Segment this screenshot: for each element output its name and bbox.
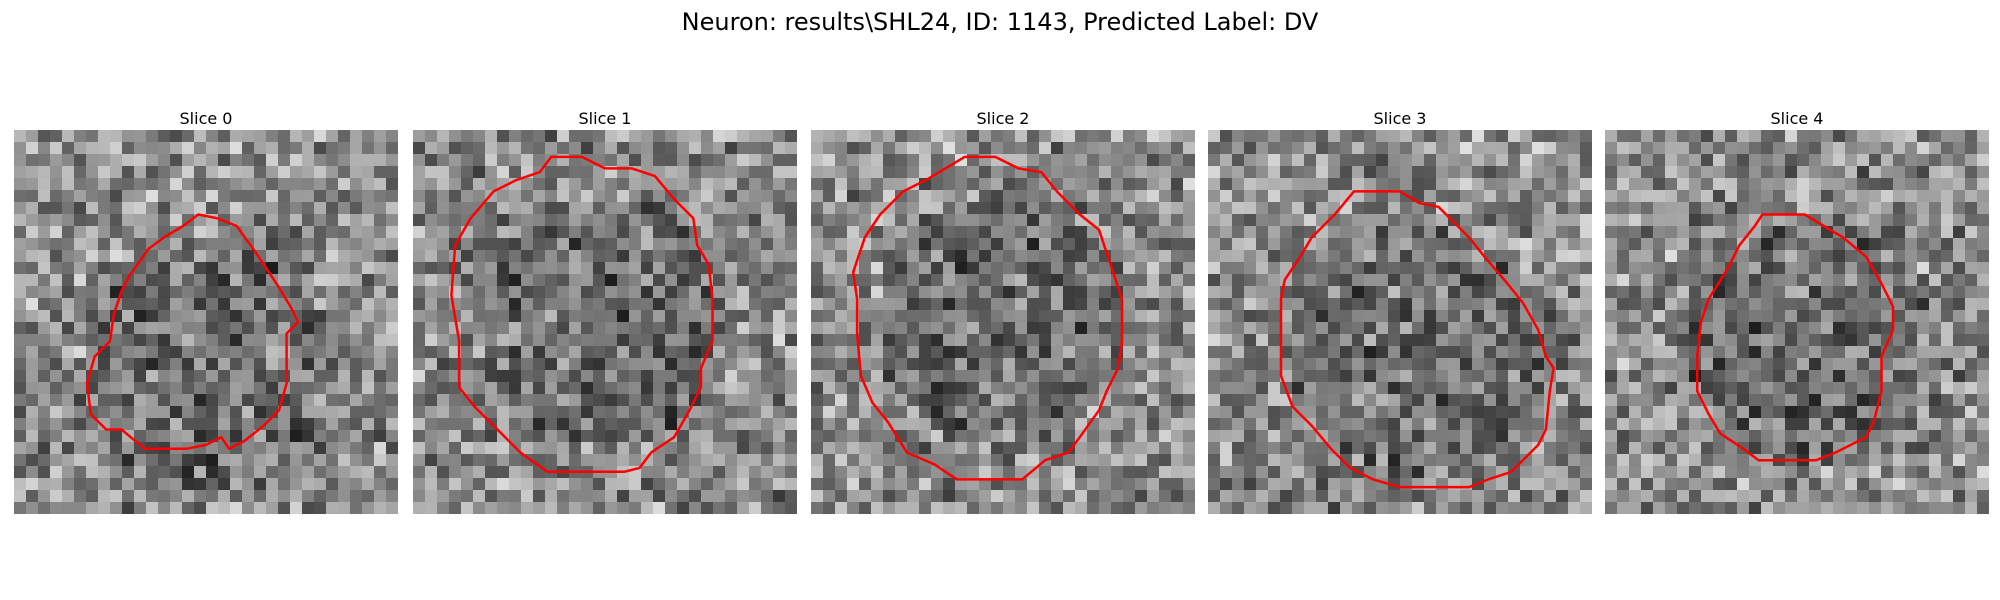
roi-contour — [851, 155, 1124, 481]
roi-contour — [1279, 190, 1555, 489]
slice-panel-1: Slice 1 — [413, 108, 797, 514]
slice-title: Slice 1 — [578, 109, 632, 128]
roi-contour — [85, 213, 300, 450]
slice-image — [1605, 130, 1989, 514]
slice-image — [1208, 130, 1592, 514]
slice-panel-2: Slice 2 — [811, 108, 1195, 514]
slice-panel-4: Slice 4 — [1605, 108, 1989, 514]
pixel-grid — [811, 130, 1195, 514]
slice-image — [14, 130, 398, 514]
roi-contour — [1695, 213, 1895, 462]
figure-title: Neuron: results\SHL24, ID: 1143, Predict… — [681, 8, 1319, 36]
slice-image — [413, 130, 797, 514]
pixel-grid — [413, 130, 797, 514]
slice-panel-0: Slice 0 — [14, 108, 398, 514]
pixel-grid — [14, 130, 398, 514]
pixel-grid — [1605, 130, 1989, 514]
pixel-grid — [1208, 130, 1592, 514]
slice-panel-3: Slice 3 — [1208, 108, 1592, 514]
slice-title: Slice 3 — [1373, 109, 1427, 128]
slice-title: Slice 2 — [976, 109, 1030, 128]
slice-image — [811, 130, 1195, 514]
slice-title: Slice 0 — [179, 109, 233, 128]
roi-contour — [450, 155, 714, 474]
slice-title: Slice 4 — [1770, 109, 1824, 128]
